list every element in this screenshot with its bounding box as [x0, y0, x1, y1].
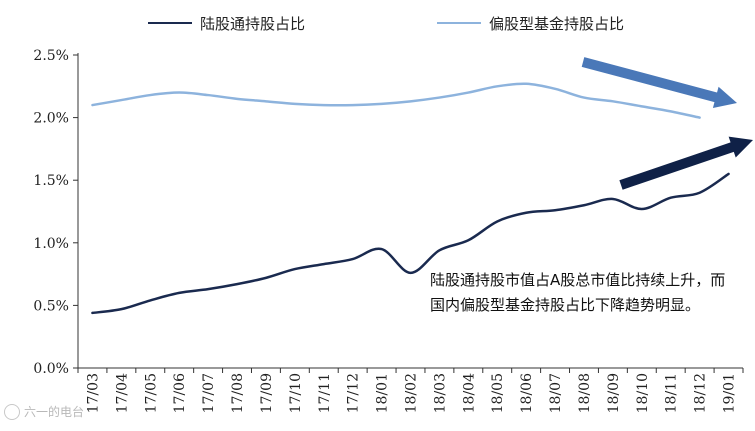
series-line-2: [91, 82, 701, 119]
x-tick-label: 18/09: [606, 373, 622, 413]
legend-label-1: 陆股通持股占比: [200, 14, 306, 33]
trend-arrow-down-icon: [581, 57, 737, 108]
watermark-logo-icon: [4, 403, 20, 420]
series-line-1: [91, 172, 730, 315]
legend-label-2: 偏股型基金持股占比: [489, 14, 625, 33]
x-tick-label: 18/12: [693, 373, 709, 413]
legend-swatch-1: [148, 22, 192, 24]
x-tick-label: 17/04: [114, 373, 130, 413]
watermark-text: 六一的电台: [24, 405, 85, 419]
x-tick-label: 17/05: [143, 373, 159, 413]
x-tick-label: 18/06: [519, 373, 535, 413]
x-tick-label: 17/09: [259, 373, 275, 413]
y-tick-label: 0.5%: [33, 298, 69, 314]
y-tick-label: 1.0%: [33, 236, 69, 252]
y-tick-label: 2.5%: [33, 48, 69, 64]
watermark: 六一的电台: [4, 403, 84, 420]
legend-item-1: 陆股通持股占比: [148, 12, 305, 34]
x-tick-label: 17/03: [85, 373, 101, 413]
x-tick-label: 18/01: [375, 373, 391, 413]
x-tick-label: 17/10: [288, 373, 304, 413]
x-tick-label: 18/04: [461, 373, 477, 413]
x-tick-label: 18/11: [664, 373, 680, 413]
x-tick-label: 18/07: [548, 373, 564, 413]
series-lines: [91, 82, 730, 315]
x-tick-label: 18/05: [490, 373, 506, 413]
trend-arrow-up-icon: [619, 136, 753, 190]
x-tick-label: 17/11: [317, 373, 333, 413]
x-tick-label: 17/06: [172, 373, 188, 413]
x-tick-label: 18/02: [404, 373, 420, 413]
chart-annotation: 陆股通持股市值占A股总市值比持续上升，而国内偏股型基金持股占比下降趋势明显。: [430, 271, 726, 314]
y-tick-label: 2.0%: [33, 111, 69, 127]
legend-item-2: 偏股型基金持股占比: [437, 12, 624, 34]
trend-arrows: [581, 57, 753, 190]
y-tick-label: 0.0%: [33, 361, 69, 377]
x-tick-label: 17/12: [346, 373, 362, 413]
x-tick-label: 18/03: [432, 373, 448, 413]
y-axis-ticks: 0.0% 0.5% 1.0% 1.5% 2.0% 2.5%: [33, 48, 78, 377]
x-tick-label: 19/01: [722, 373, 738, 413]
x-tick-label: 17/07: [201, 373, 217, 413]
x-axis-ticks: 17/03 17/04 17/05 17/06 17/07 17/08 17/09 17/10…: [77, 368, 744, 413]
legend-swatch-2: [437, 22, 481, 24]
x-tick-label: 18/10: [635, 373, 651, 413]
chart-axes: [77, 53, 743, 369]
x-tick-label: 17/08: [230, 373, 246, 413]
y-tick-label: 1.5%: [33, 173, 69, 189]
x-tick-label: 18/08: [577, 373, 593, 413]
